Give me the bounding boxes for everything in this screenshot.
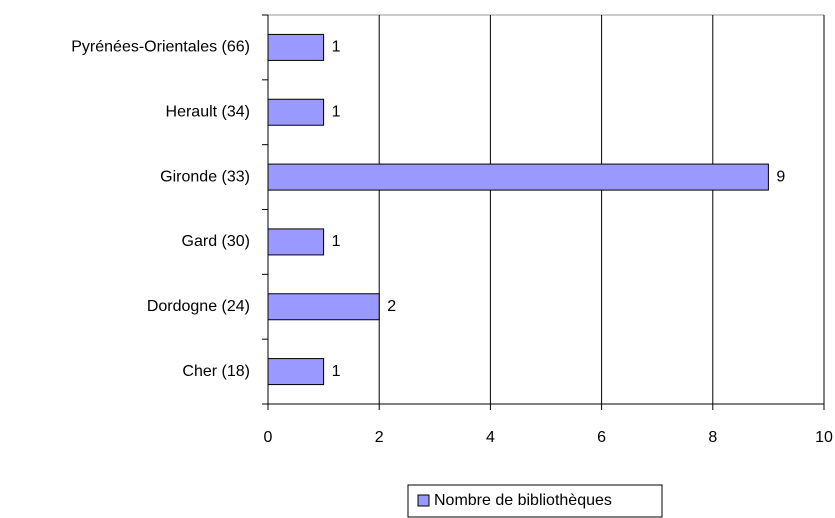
legend-swatch — [417, 494, 430, 507]
y-tick-label: Cher (18) — [182, 363, 250, 380]
y-tick-label: Gironde (33) — [160, 168, 250, 185]
x-tick-label: 10 — [815, 429, 833, 446]
legend-box — [407, 484, 663, 518]
data-label: 1 — [332, 103, 341, 120]
bar — [267, 163, 769, 191]
y-tick-label: Herault (34) — [166, 103, 250, 120]
data-label: 1 — [332, 39, 341, 56]
legend-label: Nombre de bibliothèques — [434, 492, 612, 509]
data-label: 1 — [332, 233, 341, 250]
y-tick-label: Gard (30) — [182, 233, 250, 250]
bar — [267, 33, 325, 61]
x-tick-label: 2 — [375, 429, 384, 446]
data-label: 2 — [387, 298, 396, 315]
x-tick-label: 6 — [597, 429, 606, 446]
y-tick-label: Dordogne (24) — [147, 298, 250, 315]
bar — [267, 358, 325, 386]
data-label: 1 — [332, 363, 341, 380]
x-tick-label: 4 — [486, 429, 495, 446]
bar — [267, 98, 325, 126]
x-tick-label: 8 — [708, 429, 717, 446]
x-tick-label: 0 — [264, 429, 273, 446]
data-label: 9 — [776, 168, 785, 185]
y-tick-label: Pyrénées-Orientales (66) — [71, 39, 250, 56]
bar — [267, 293, 380, 321]
bar — [267, 228, 325, 256]
